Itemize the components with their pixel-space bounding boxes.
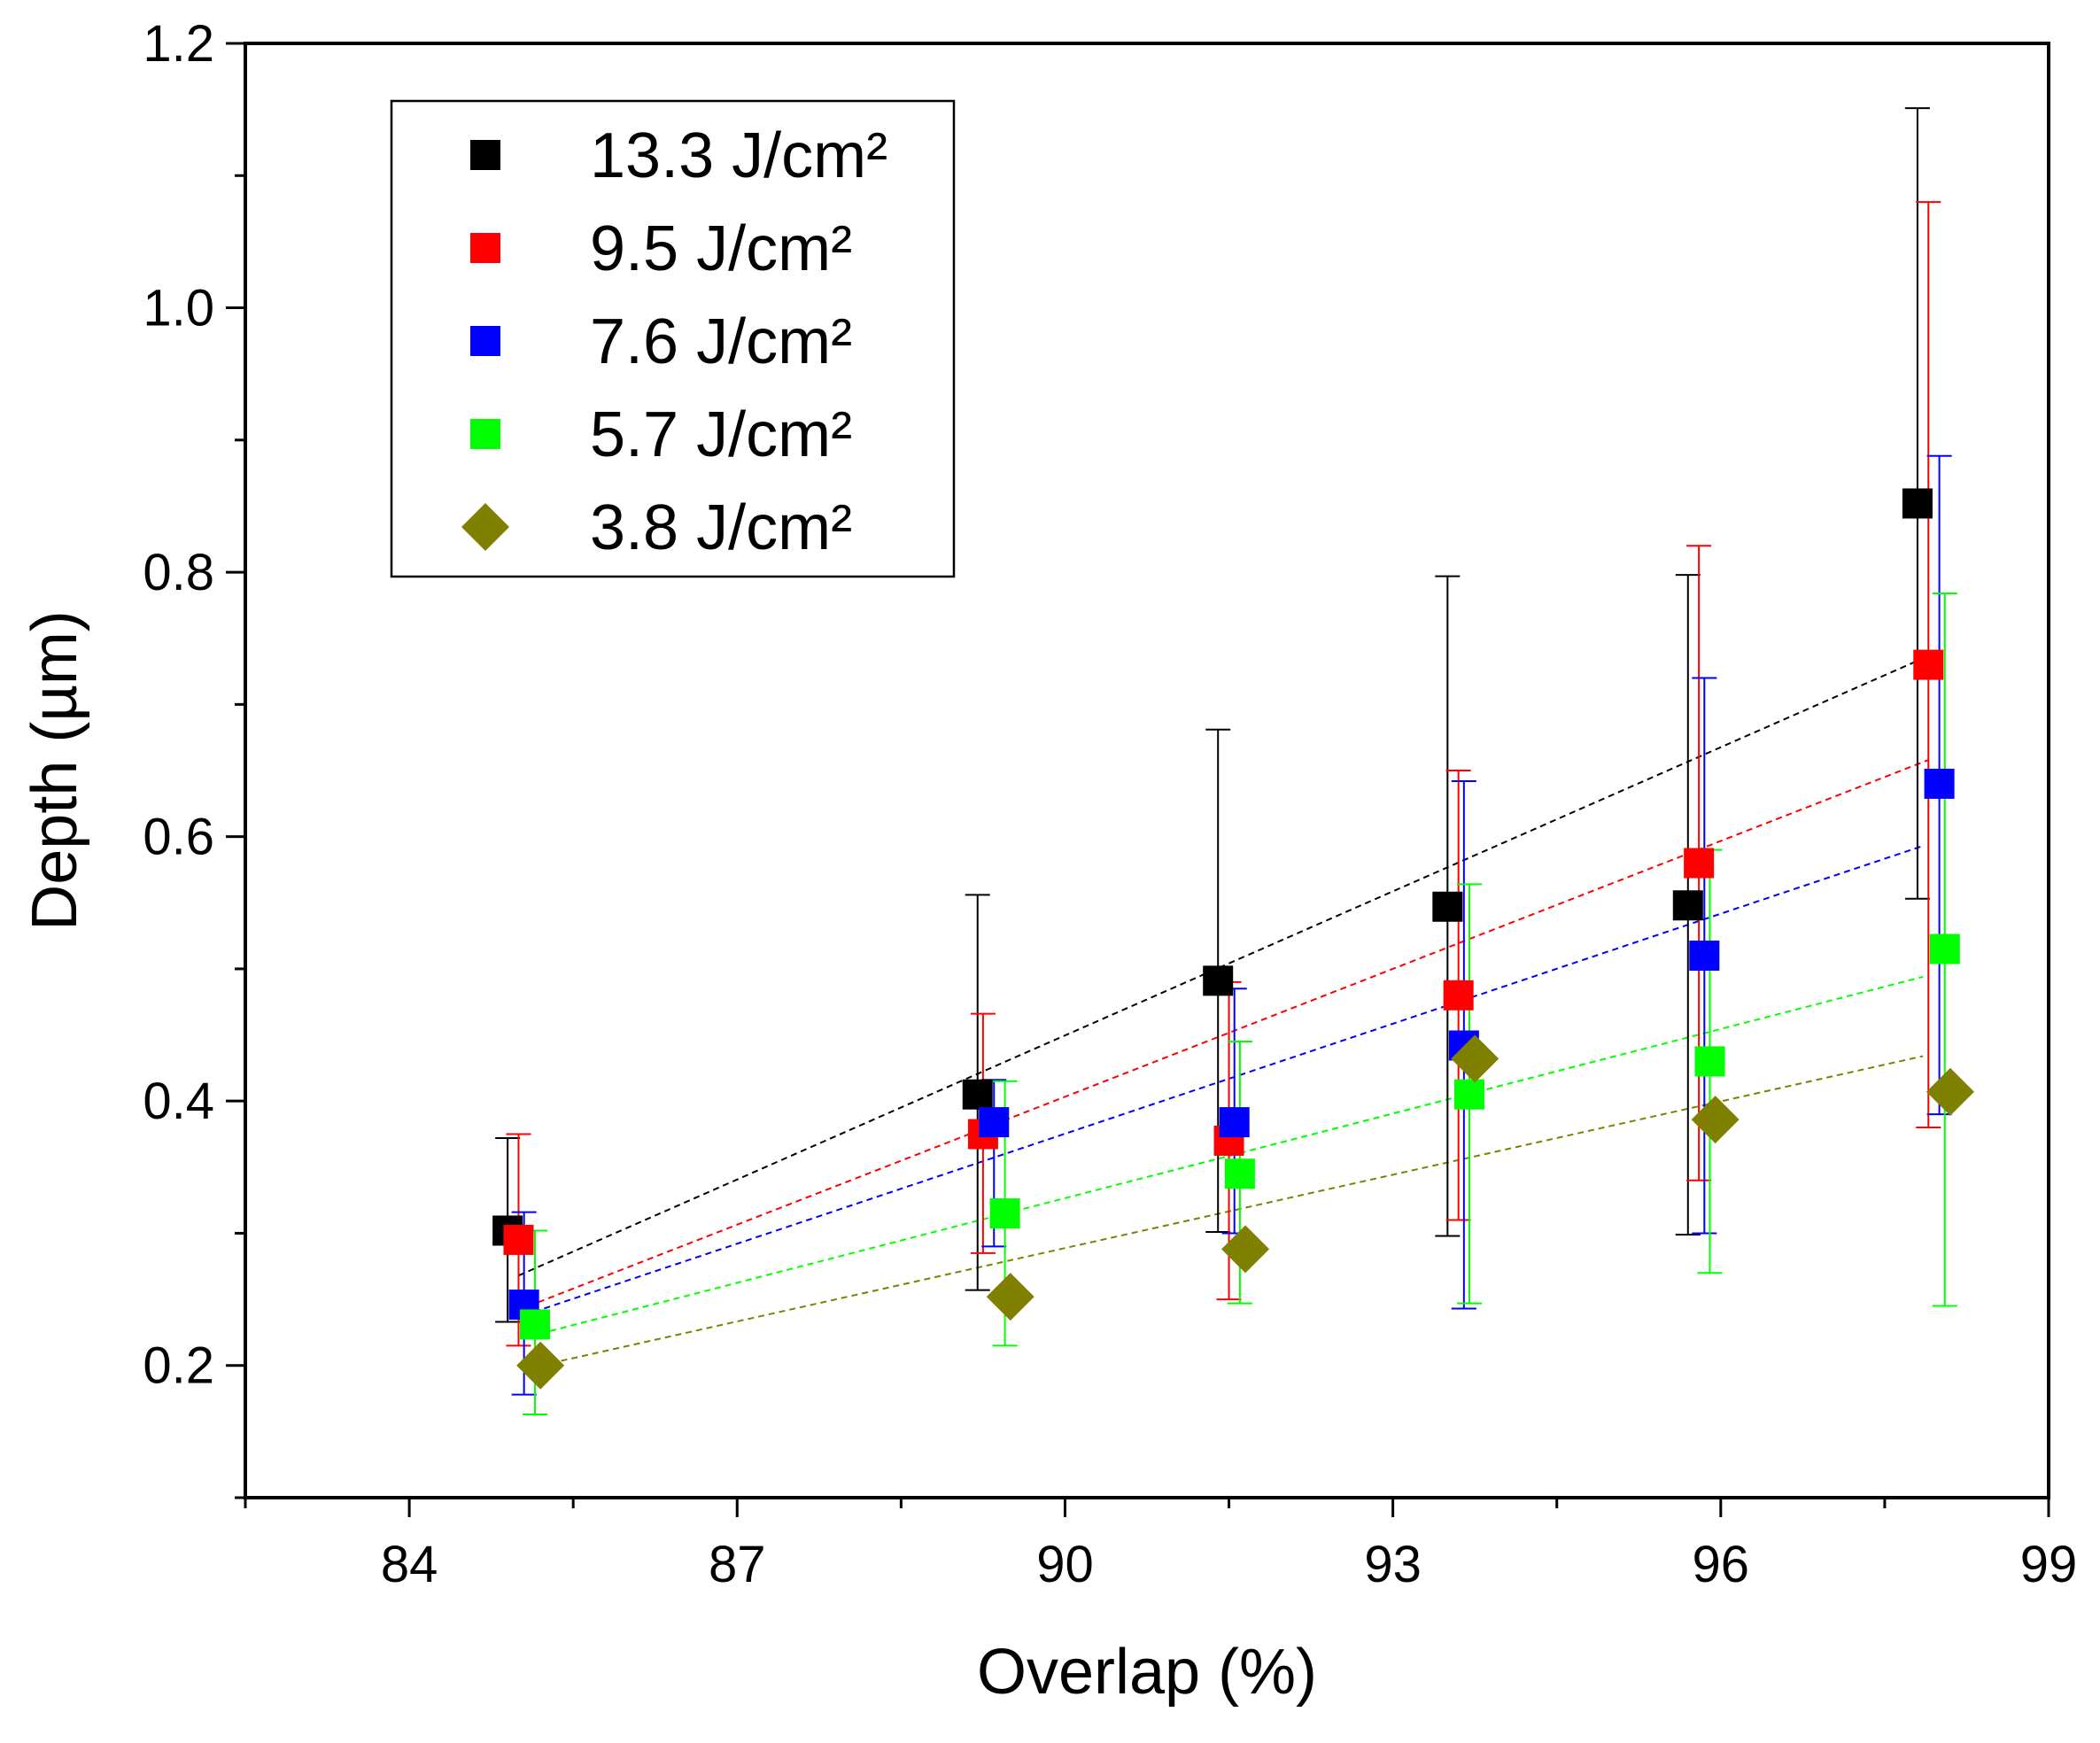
legend: 13.3 J/cm² 9.5 J/cm² 7.6 J/cm² 5.7 J/cm² 3.8… <box>390 99 956 578</box>
data-point <box>1224 1158 1255 1189</box>
legend-label: 7.6 J/cm² <box>590 306 852 377</box>
data-markers <box>492 488 1974 1390</box>
data-point <box>1221 1225 1270 1274</box>
legend-label: 3.8 J/cm² <box>590 492 852 563</box>
data-point <box>1924 768 1955 799</box>
data-point <box>1913 649 1944 680</box>
data-point <box>1926 1067 1974 1116</box>
y-tick-label: 0.8 <box>143 544 214 601</box>
data-point <box>962 1079 993 1110</box>
data-point <box>1689 940 1720 971</box>
data-point <box>1203 965 1234 996</box>
x-ticks: 84 87 90 93 96 99 <box>244 1498 2078 1593</box>
y-ticks: 0.2 0.4 0.6 0.8 1.0 1.2 <box>143 15 245 1499</box>
data-point <box>516 1341 565 1390</box>
legend-marker <box>470 326 500 356</box>
legend-marker <box>470 140 500 170</box>
legend-label: 5.7 J/cm² <box>590 399 852 470</box>
trend-line <box>523 845 1924 1316</box>
data-point <box>979 1107 1010 1138</box>
legend-label: 13.3 J/cm² <box>590 120 887 191</box>
data-point <box>1443 980 1474 1011</box>
x-tick-label: 84 <box>381 1536 438 1593</box>
y-tick-label: 0.2 <box>143 1337 214 1395</box>
data-point <box>986 1273 1035 1321</box>
x-tick-label: 93 <box>1364 1536 1422 1593</box>
legend-label: 9.5 J/cm² <box>590 213 852 284</box>
y-tick-label: 1.0 <box>143 280 214 337</box>
data-point <box>1451 1034 1499 1083</box>
x-axis-title: Overlap (%) <box>977 1637 1317 1708</box>
y-tick-label: 0.4 <box>143 1073 214 1130</box>
data-point <box>1219 1107 1250 1138</box>
legend-marker <box>470 419 500 449</box>
x-tick-label: 99 <box>2020 1536 2078 1593</box>
legend-marker <box>461 503 509 551</box>
data-point <box>1672 890 1703 921</box>
data-point <box>1432 891 1463 922</box>
data-point <box>1694 1046 1725 1077</box>
data-point <box>1454 1079 1485 1110</box>
data-point <box>1691 1096 1740 1144</box>
plot-frame <box>244 42 2050 1499</box>
trend-line <box>529 975 1924 1337</box>
trend-line <box>518 759 1929 1311</box>
data-point <box>989 1198 1020 1229</box>
trend-line <box>539 1055 1924 1367</box>
data-point <box>1902 488 1933 519</box>
y-tick-label: 0.6 <box>143 809 214 866</box>
legend-marker <box>470 233 500 263</box>
y-axis-title: Depth (µm) <box>19 610 90 931</box>
data-point <box>1929 933 1960 964</box>
x-tick-label: 96 <box>1693 1536 1750 1593</box>
trend-lines <box>518 660 1929 1367</box>
data-point <box>503 1224 534 1255</box>
y-tick-label: 1.2 <box>143 15 214 73</box>
x-tick-label: 90 <box>1036 1536 1094 1593</box>
data-point <box>519 1309 550 1340</box>
x-tick-label: 87 <box>709 1536 766 1593</box>
data-point <box>1684 848 1715 879</box>
